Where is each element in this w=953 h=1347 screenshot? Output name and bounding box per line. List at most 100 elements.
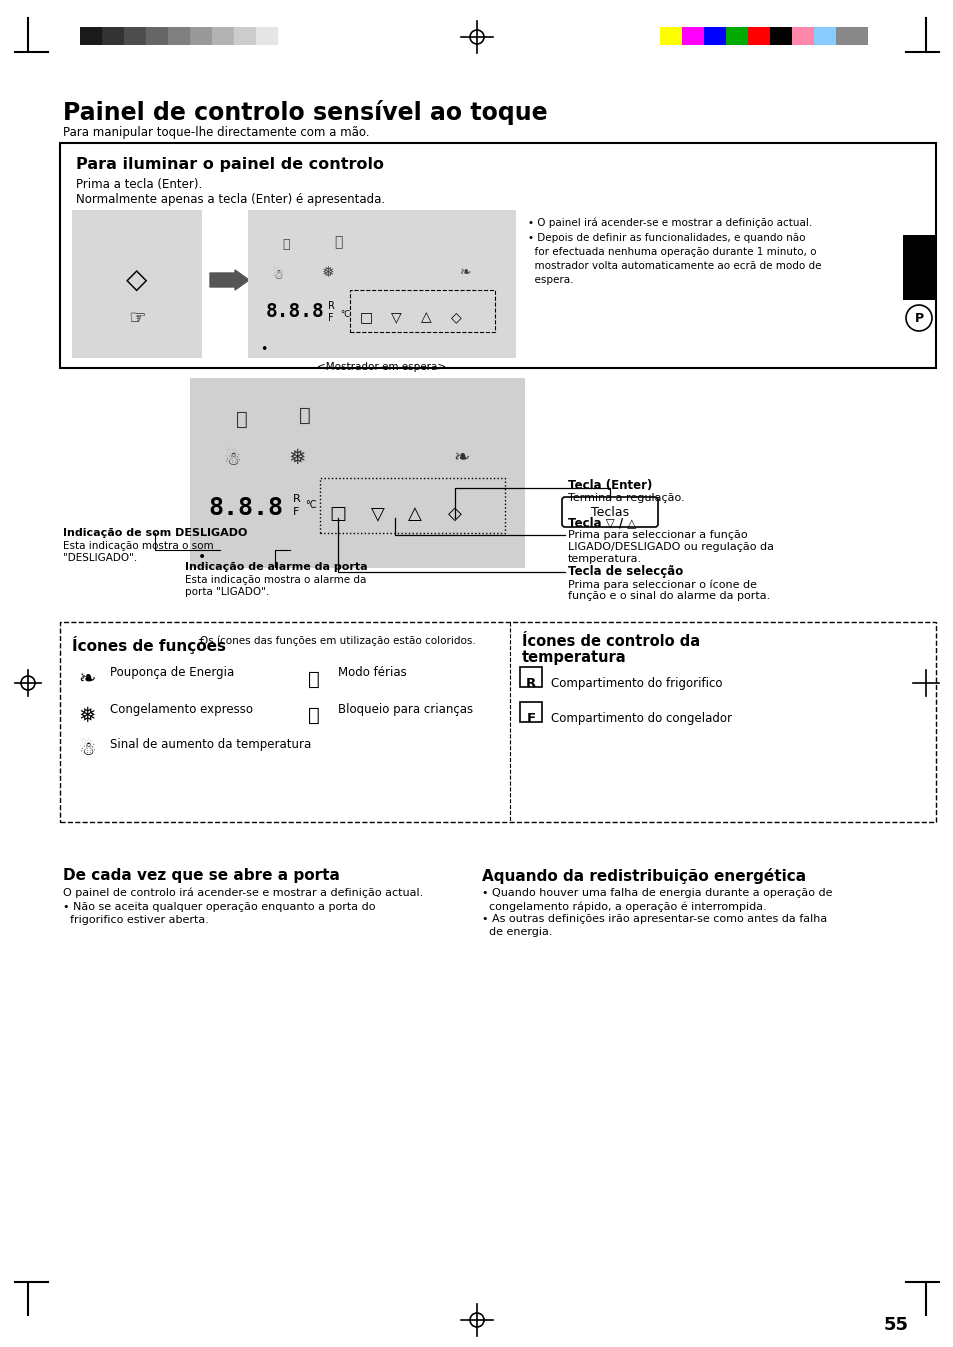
Bar — [146, 27, 168, 44]
Text: Painel de controlo sensível ao toque: Painel de controlo sensível ao toque — [63, 100, 547, 125]
Text: ⚿: ⚿ — [282, 238, 290, 251]
Text: • As outras definições irão apresentar-se como antes da falha: • As outras definições irão apresentar-s… — [481, 915, 826, 924]
Text: °C: °C — [339, 310, 350, 319]
Text: ◇: ◇ — [448, 505, 461, 523]
Text: Prima a tecla (Enter).: Prima a tecla (Enter). — [76, 178, 202, 191]
Bar — [102, 27, 124, 44]
Bar — [902, 234, 935, 300]
Text: Indicação de som DESLIGADO: Indicação de som DESLIGADO — [63, 528, 247, 537]
Bar — [190, 27, 212, 44]
Text: • Quando houver uma falha de energia durante a operação de: • Quando houver uma falha de energia dur… — [481, 888, 832, 898]
Text: ☞: ☞ — [128, 308, 146, 327]
Text: congelamento rápido, a operação é interrompida.: congelamento rápido, a operação é interr… — [481, 901, 766, 912]
Text: 55: 55 — [883, 1316, 908, 1334]
Text: ☃: ☃ — [223, 450, 240, 469]
Text: porta "LIGADO".: porta "LIGADO". — [185, 587, 269, 597]
Text: Pouponça de Energia: Pouponça de Energia — [110, 665, 234, 679]
Text: ☃: ☃ — [272, 268, 284, 282]
Text: Esta indicação mostra o alarme da: Esta indicação mostra o alarme da — [185, 575, 366, 585]
Bar — [519, 667, 541, 687]
Text: F: F — [328, 313, 334, 323]
Text: 8.8.8: 8.8.8 — [208, 496, 283, 520]
Text: ❅: ❅ — [78, 706, 95, 726]
Text: Aquando da redistribuição energética: Aquando da redistribuição energética — [481, 867, 805, 884]
Bar — [835, 27, 867, 44]
Text: Normalmente apenas a tecla (Enter) é apresentada.: Normalmente apenas a tecla (Enter) é apr… — [76, 193, 385, 206]
Text: Prima para seleccionar a função: Prima para seleccionar a função — [567, 529, 747, 540]
Bar — [350, 290, 495, 331]
Text: °C: °C — [305, 500, 316, 511]
Text: Ícones de controlo da: Ícones de controlo da — [521, 634, 700, 649]
Text: △: △ — [408, 505, 421, 523]
Bar — [769, 27, 791, 44]
Text: ❧: ❧ — [459, 265, 472, 279]
Text: • O painel irá acender-se e mostrar a definição actual.: • O painel irá acender-se e mostrar a de… — [527, 218, 811, 229]
Text: F: F — [526, 713, 535, 725]
Text: Sinal de aumento da temperatura: Sinal de aumento da temperatura — [110, 738, 311, 752]
Bar — [248, 210, 516, 358]
FancyArrow shape — [210, 269, 249, 290]
Bar — [681, 27, 703, 44]
Bar — [703, 27, 725, 44]
Bar — [124, 27, 146, 44]
Text: espera.: espera. — [527, 275, 573, 286]
Text: Tecla de selecção: Tecla de selecção — [567, 564, 682, 578]
Text: Bloqueio para crianças: Bloqueio para crianças — [337, 703, 473, 717]
Bar — [659, 27, 681, 44]
Text: R: R — [525, 678, 536, 690]
Bar — [168, 27, 190, 44]
Text: Indicação de alarme da porta: Indicação de alarme da porta — [185, 562, 367, 572]
Text: Termina a regulação.: Termina a regulação. — [567, 493, 684, 502]
Text: função e o sinal do alarme da porta.: função e o sinal do alarme da porta. — [567, 591, 769, 601]
Text: Compartimento do congelador: Compartimento do congelador — [551, 713, 731, 725]
Text: Esta indicação mostra o som: Esta indicação mostra o som — [63, 541, 213, 551]
Text: ⚽: ⚽ — [334, 234, 342, 249]
Bar — [80, 27, 102, 44]
Text: "DESLIGADO".: "DESLIGADO". — [63, 554, 137, 563]
Text: •: • — [260, 343, 267, 356]
Bar — [277, 27, 299, 44]
Text: O painel de controlo irá acender-se e mostrar a definição actual.: O painel de controlo irá acender-se e mo… — [63, 888, 423, 898]
Text: Prima para seleccionar o ícone de: Prima para seleccionar o ícone de — [567, 579, 757, 590]
Bar — [319, 478, 504, 533]
Circle shape — [905, 304, 931, 331]
Text: □: □ — [359, 310, 373, 325]
Text: ◇: ◇ — [450, 310, 461, 325]
Text: ❧: ❧ — [78, 669, 95, 690]
Bar — [813, 27, 835, 44]
Text: ◇: ◇ — [126, 265, 148, 294]
Bar — [60, 622, 935, 822]
Text: • Depois de definir as funcionalidades, e quando não: • Depois de definir as funcionalidades, … — [527, 233, 804, 242]
Text: ⚿: ⚿ — [308, 706, 319, 725]
Bar — [747, 27, 769, 44]
Text: ▽: ▽ — [371, 505, 384, 523]
Text: ❅: ❅ — [288, 449, 305, 467]
FancyBboxPatch shape — [561, 497, 658, 527]
Text: Teclas: Teclas — [590, 505, 628, 519]
Text: Modo férias: Modo férias — [337, 665, 406, 679]
Text: • Não se aceita qualquer operação enquanto a porta do: • Não se aceita qualquer operação enquan… — [63, 902, 375, 912]
Text: temperatura.: temperatura. — [567, 554, 641, 564]
Bar — [791, 27, 813, 44]
Text: Tecla ▽ / △: Tecla ▽ / △ — [567, 516, 636, 529]
Text: Tecla (Enter): Tecla (Enter) — [567, 480, 652, 492]
Text: ⛱: ⛱ — [308, 669, 319, 690]
Text: Para manipular toque-lhe directamente com a mão.: Para manipular toque-lhe directamente co… — [63, 127, 369, 139]
Text: 8.8.8: 8.8.8 — [266, 302, 324, 321]
Text: for efectuada nenhuma operação durante 1 minuto, o: for efectuada nenhuma operação durante 1… — [527, 247, 816, 257]
Bar — [519, 702, 541, 722]
Bar — [71, 210, 202, 358]
Bar — [725, 27, 747, 44]
Text: ❧: ❧ — [454, 449, 470, 467]
Text: □: □ — [329, 505, 346, 523]
Text: Os ícones das funções em utilização estão coloridos.: Os ícones das funções em utilização estã… — [200, 636, 476, 647]
Text: Ícones de funções: Ícones de funções — [71, 636, 226, 655]
Text: ⛱: ⛱ — [299, 405, 311, 426]
Bar — [60, 143, 935, 368]
Bar — [190, 379, 524, 568]
Text: De cada vez que se abre a porta: De cada vez que se abre a porta — [63, 867, 339, 884]
Text: F: F — [293, 506, 299, 517]
Bar — [255, 27, 277, 44]
Text: Compartimento do frigorifico: Compartimento do frigorifico — [551, 678, 721, 690]
Text: mostrador volta automaticamente ao ecrã de modo de: mostrador volta automaticamente ao ecrã … — [527, 261, 821, 271]
